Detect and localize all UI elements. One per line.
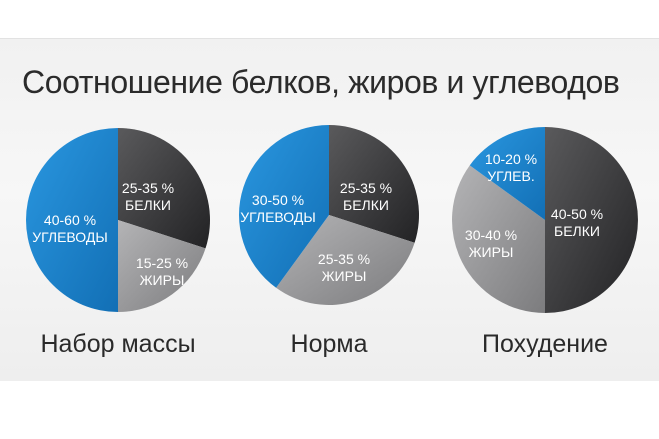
- slice-label-carbs: 10-20 % УГЛЕВ.: [485, 151, 537, 184]
- pie-slice-carbs: [469, 127, 545, 220]
- pie-weight-loss: 40-50 % БЕЛКИ 30-40 % ЖИРЫ 10-20 % УГЛЕВ.: [452, 127, 638, 313]
- pie-slice-protein: [118, 128, 211, 249]
- pie-slice-carbs: [239, 125, 329, 288]
- slice-label-fat: 25-35 % ЖИРЫ: [318, 251, 370, 284]
- pie-slice-protein: [545, 127, 638, 313]
- slice-label-fat: 15-25 % ЖИРЫ: [136, 255, 188, 288]
- pie-label-normal: Норма: [290, 330, 368, 358]
- slice-label-protein: 25-35 % БЕЛКИ: [340, 180, 392, 213]
- pie-label-mass-gain: Набор массы: [40, 330, 196, 358]
- slice-label-carbs: 40-60 % УГЛЕВОДЫ: [32, 212, 108, 245]
- pie-slice-fat: [452, 165, 545, 313]
- pie-label-weight-loss: Похудение: [482, 330, 608, 358]
- pie-slice-fat: [118, 220, 206, 312]
- slice-label-fat: 30-40 % ЖИРЫ: [465, 227, 517, 260]
- pie-slice-protein: [329, 125, 420, 243]
- pie-slice-fat: [276, 215, 415, 306]
- slice-label-protein: 25-35 % БЕЛКИ: [122, 180, 174, 213]
- slice-label-protein: 40-50 % БЕЛКИ: [551, 206, 603, 239]
- slice-label-carbs: 30-50 % УГЛЕВОДЫ: [240, 192, 316, 225]
- pie-slice-carbs: [26, 128, 118, 312]
- chart-title: Соотношение белков, жиров и углеводов: [22, 64, 620, 100]
- pie-mass-gain: 25-35 % БЕЛКИ 15-25 % ЖИРЫ 40-60 % УГЛЕВОДЫ: [26, 128, 211, 312]
